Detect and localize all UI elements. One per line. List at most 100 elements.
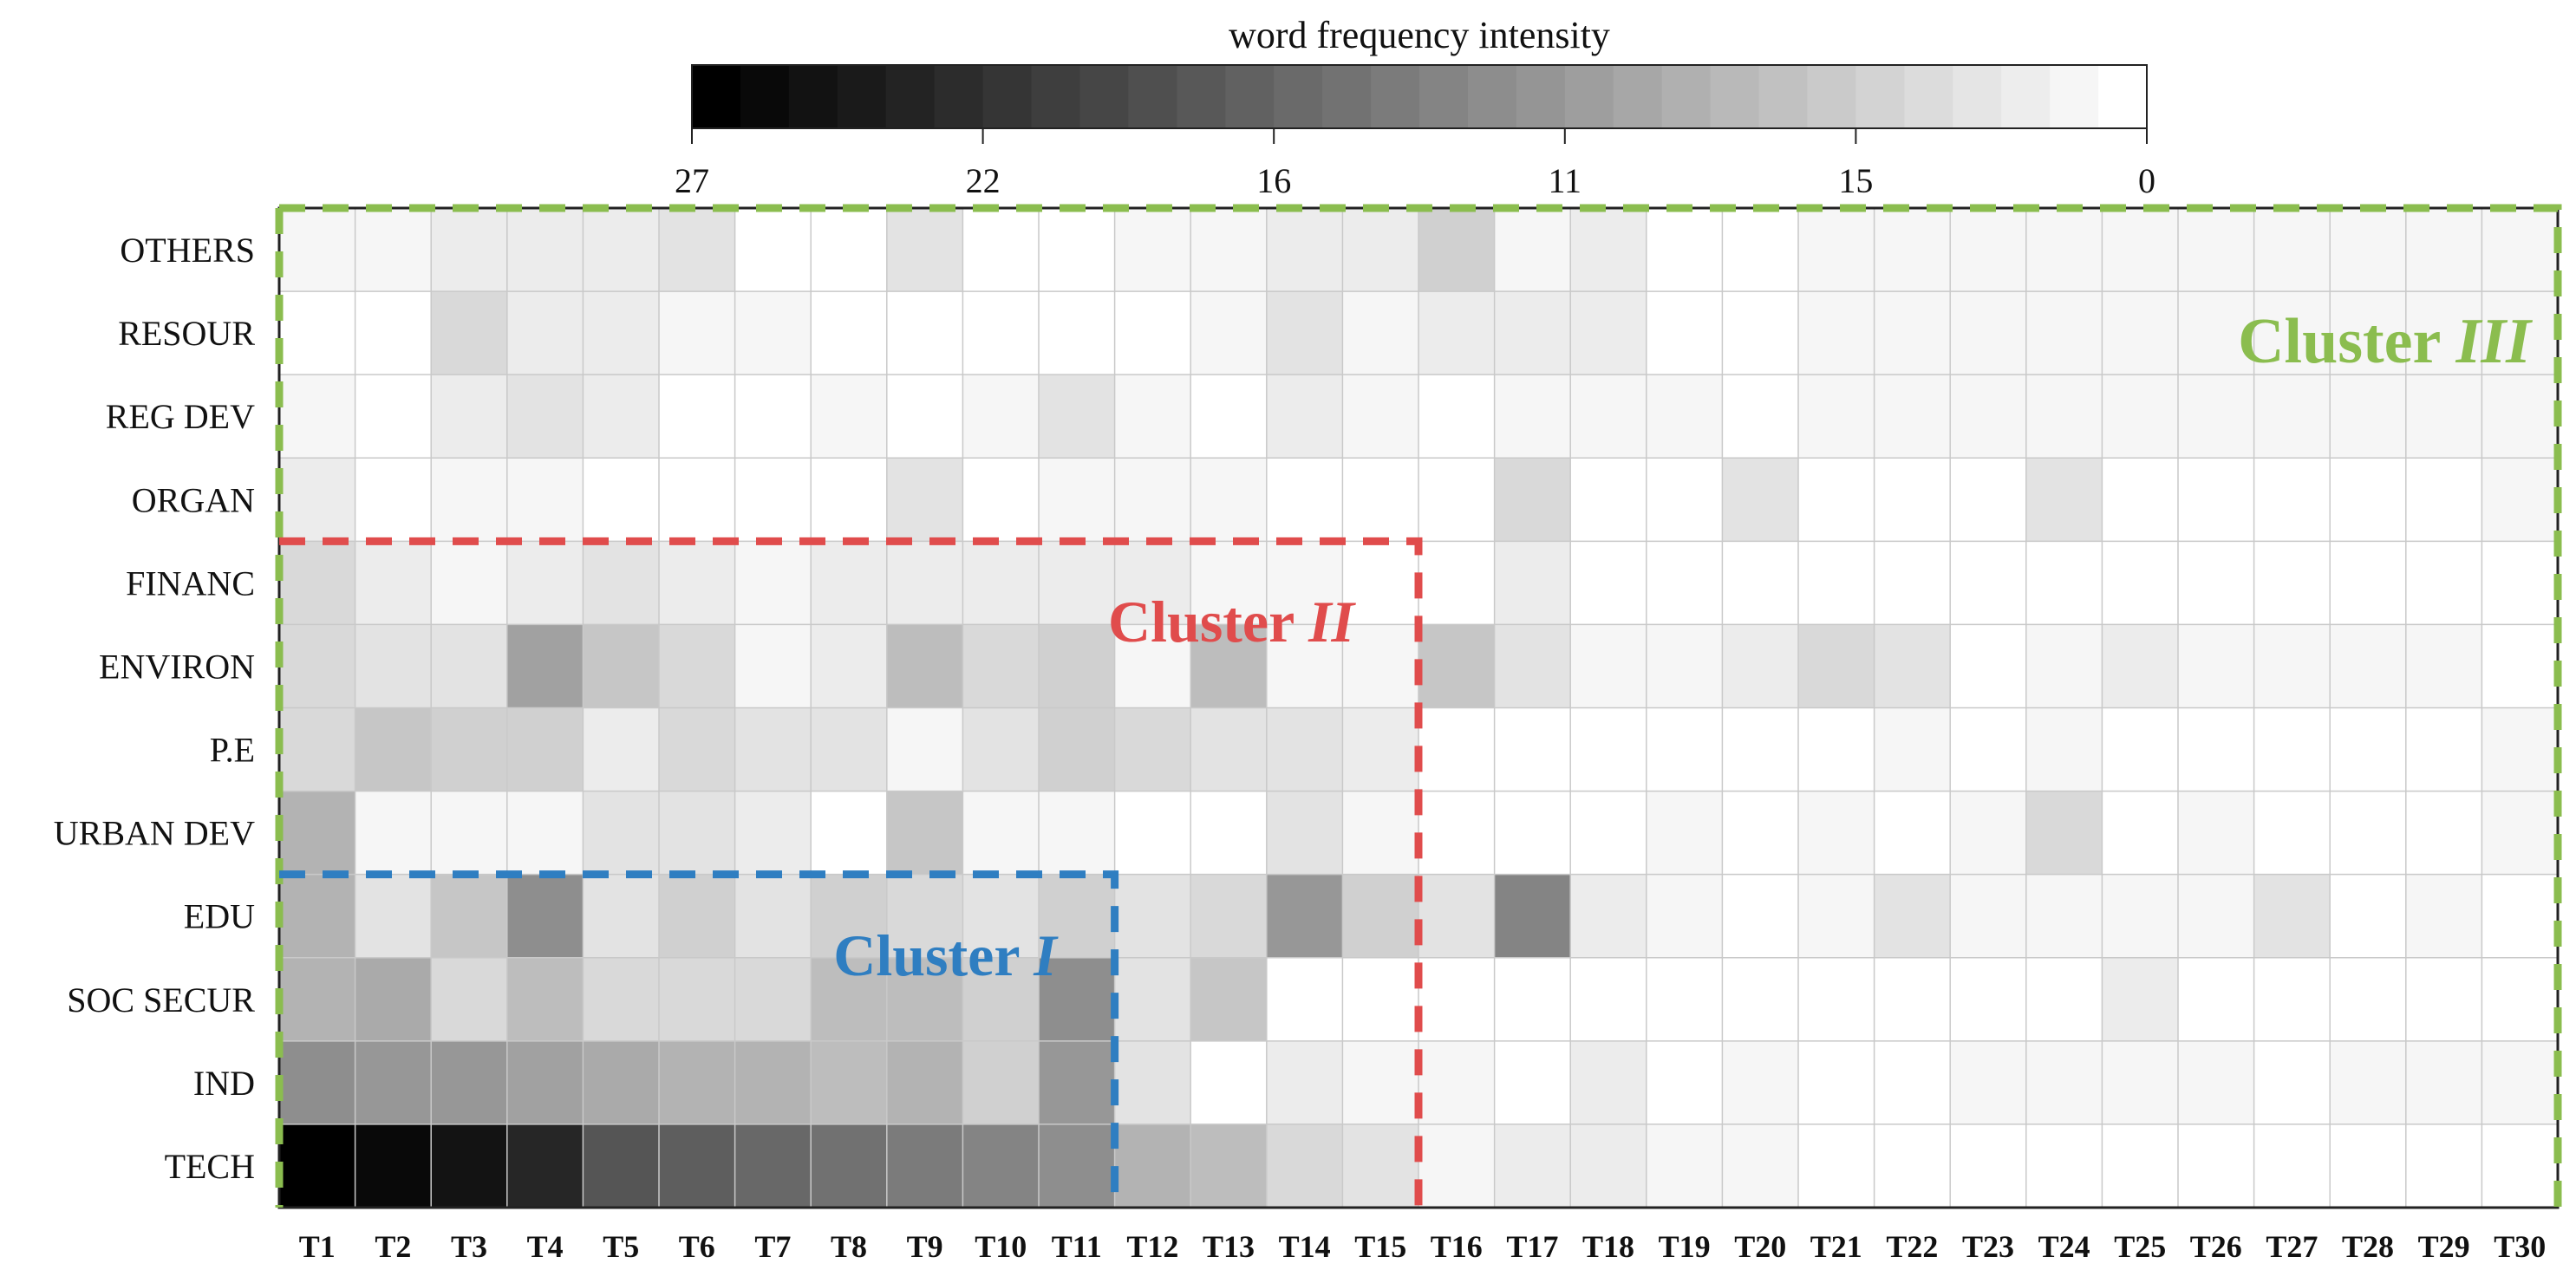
heatmap-cell [1494,208,1571,292]
heatmap-cell [886,957,963,1042]
heatmap-cell [2405,291,2482,375]
x-axis-labels: T1 T2 T3 T4 T5 T6 T7 T8 T9 T10 T11 T12 T13 T14 T15 T16 T… [299,1229,2546,1264]
heatmap-cell [886,707,963,792]
heatmap-cell [2405,374,2482,459]
heatmap-cell [1418,707,1496,792]
heatmap-cell [1722,541,1799,625]
heatmap-cell [1114,458,1191,542]
heatmap-cell [1646,291,1723,375]
x-tick-label: T22 [1886,1229,1938,1264]
colorbar-step [1225,65,1275,128]
heatmap-cell [1722,291,1799,375]
heatmap-cell [1798,1040,1875,1125]
heatmap-cell [2178,458,2255,542]
heatmap-cell [279,624,356,708]
heatmap-cell [1114,291,1191,375]
heatmap-cell [2178,541,2255,625]
heatmap-cell [1266,541,1343,625]
x-tick-label: T28 [2342,1229,2394,1264]
heatmap-cell [2102,208,2179,292]
heatmap-cell [2330,624,2407,708]
heatmap-cell [1266,208,1343,292]
heatmap-cell [2253,957,2331,1042]
heatmap-cell [355,374,432,459]
heatmap-cell [1722,707,1799,792]
y-axis-labels: OTHERS RESOUR REG DEV ORGAN FINANC ENVIRON P.E… [54,231,256,1186]
colorbar-title: word frequency intensity [1229,14,1610,56]
colorbar-step [1661,65,1712,128]
heatmap-cell [506,291,584,375]
heatmap-cell [2405,1040,2482,1125]
heatmap-cell [2025,1123,2103,1208]
heatmap-cell [1874,541,1951,625]
heatmap-cell [1950,957,2027,1042]
heatmap-cell [2178,707,2255,792]
heatmap-cell [506,791,584,876]
y-tick-label: OTHERS [120,231,255,270]
colorbar-step [788,65,838,128]
heatmap-cell [1266,1123,1343,1208]
heatmap-cell [506,541,584,625]
heatmap-cell [886,374,963,459]
x-tick-label: T17 [1506,1229,1558,1264]
heatmap-cell [886,1123,963,1208]
heatmap-cell [2405,1123,2482,1208]
heatmap-cell [431,208,508,292]
x-tick-label: T29 [2418,1229,2470,1264]
heatmap-cell [734,291,812,375]
heatmap-cell [583,208,660,292]
y-tick-label: SOC SECUR [67,980,255,1019]
heatmap-cell [2102,374,2179,459]
heatmap-cell [506,374,584,459]
heatmap-cell [2330,541,2407,625]
heatmap-cell [811,291,888,375]
colorbar-step [1613,65,1663,128]
heatmap-cell [1570,541,1647,625]
heatmap-cell [1874,1123,1951,1208]
heatmap-cell [1190,1123,1268,1208]
heatmap-cell [1039,541,1116,625]
heatmap-cell [2178,791,2255,876]
heatmap-cell [506,1123,584,1208]
heatmap-cell [1646,1123,1723,1208]
heatmap-cell [659,707,736,792]
heatmap-cell [2253,624,2331,708]
colorbar-step [1177,65,1226,128]
heatmap-cell [886,874,963,959]
heatmap-cell [1798,374,1875,459]
heatmap-cell [1722,1123,1799,1208]
heatmap-cell [1950,458,2027,542]
heatmap-cell [962,541,1040,625]
heatmap-cell [1266,291,1343,375]
x-tick-label: T2 [375,1229,411,1264]
heatmap-cell [583,1040,660,1125]
heatmap-cell [1646,458,1723,542]
heatmap-cell [1114,208,1191,292]
heatmap-cell [2025,624,2103,708]
heatmap-cell [2481,1123,2559,1208]
heatmap-cell [2405,707,2482,792]
cluster-overlays: Cluster III Cluster II Cluster I [275,204,2562,1208]
heatmap-cell [811,1040,888,1125]
heatmap-cell [431,291,508,375]
heatmap-cell [1646,624,1723,708]
heatmap-cell [1494,707,1571,792]
heatmap-cell [1114,874,1191,959]
x-tick-label: T30 [2494,1229,2546,1264]
heatmap-cell [811,1123,888,1208]
heatmap-cell [1114,957,1191,1042]
heatmap-cell [1039,291,1116,375]
heatmap-cell [2102,1123,2179,1208]
heatmap-cell [734,1040,812,1125]
heatmap-cell [734,458,812,542]
heatmap-cell [2253,458,2331,542]
heatmap-cell [1494,957,1571,1042]
heatmap-cell [1950,208,2027,292]
heatmap-cell [962,707,1040,792]
heatmap-cell [1570,374,1647,459]
heatmap-cell [583,957,660,1042]
heatmap-cell [1722,791,1799,876]
heatmap-cell [1570,1123,1647,1208]
colorbar-step [982,65,1033,128]
x-tick-label: T24 [2038,1229,2090,1264]
